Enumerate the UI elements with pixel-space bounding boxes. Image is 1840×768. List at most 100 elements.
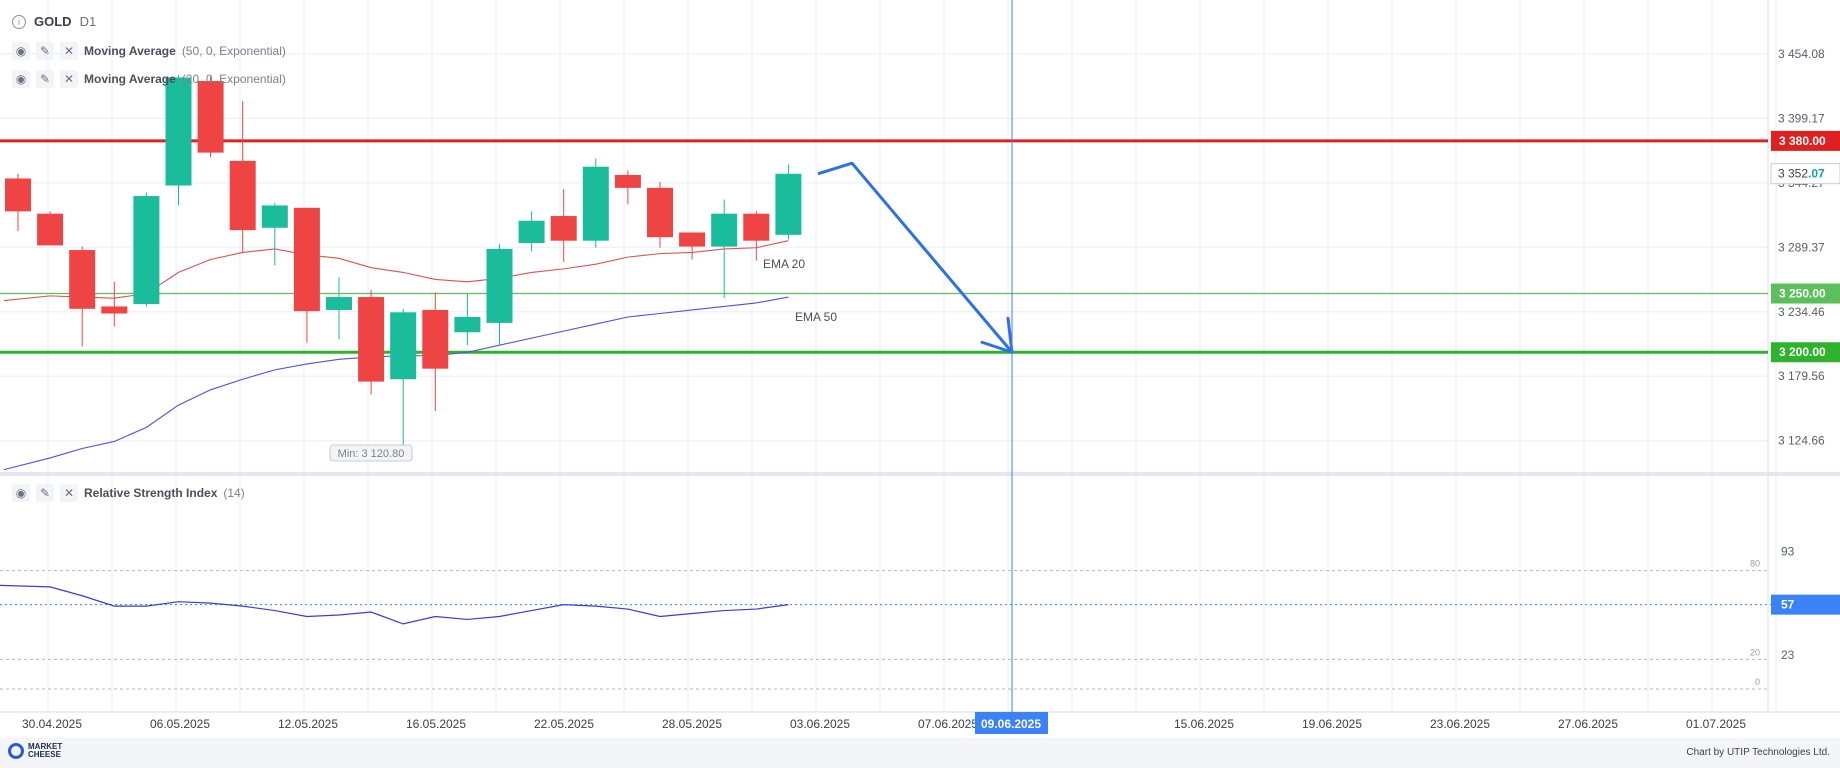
candle-body xyxy=(358,297,385,382)
footer-bar xyxy=(0,738,1840,768)
candle-body xyxy=(647,187,673,238)
candle-body xyxy=(582,166,609,241)
eye-icon[interactable]: ◉ xyxy=(12,42,30,60)
rsi-current-badge xyxy=(1771,594,1840,615)
legend-ma20: ◉ ✎ ✕ Moving Average (20, 0, Exponential… xyxy=(12,68,286,90)
wrench-icon[interactable]: ✎ xyxy=(36,484,54,502)
indicator-params: (14) xyxy=(223,486,245,500)
candle-body xyxy=(454,317,481,333)
level-badge xyxy=(1771,130,1840,151)
rsi-guide-label: 0 xyxy=(1755,677,1760,687)
min-label-box xyxy=(329,444,413,462)
price-tick: 3 454.08 xyxy=(1778,47,1825,61)
current-price-badge xyxy=(1770,163,1840,185)
candle-body xyxy=(133,196,160,305)
indicator-params: (50, 0, Exponential) xyxy=(181,44,286,58)
date-tick: 06.05.2025 xyxy=(150,717,210,731)
candle-body xyxy=(422,309,449,369)
time-axis[interactable]: 30.04.2025 06.05.2025 12.05.2025 16.05.2025… xyxy=(22,712,1746,734)
date-tick: 16.05.2025 xyxy=(406,717,466,731)
candle-body xyxy=(326,297,352,310)
indicator-name: Moving Average xyxy=(84,72,176,86)
annotations: EMA 20 EMA 50 Min: 3 120.80 xyxy=(329,0,1014,712)
candle-body xyxy=(614,174,641,188)
price-tick: 3 234.46 xyxy=(1778,305,1825,319)
chart-grid xyxy=(0,0,1840,713)
candle-body xyxy=(37,213,64,246)
forecast-arrow xyxy=(817,161,1014,354)
price-axis[interactable]: 3 454.083 399.173 344.273 289.373 234.46… xyxy=(1770,47,1840,662)
candle-body xyxy=(775,173,802,235)
chart-credit: Chart by UTIP Technologies Ltd. xyxy=(1686,747,1830,758)
candle-body xyxy=(550,216,577,241)
date-tick: 22.05.2025 xyxy=(534,717,594,731)
candle-body xyxy=(197,81,224,153)
candle-body xyxy=(711,213,738,247)
ema20-label: EMA 20 xyxy=(763,257,805,271)
logo-icon xyxy=(8,743,24,759)
level-badge xyxy=(1771,283,1840,304)
level-badge-label: 3 200.00 xyxy=(1779,345,1826,359)
eye-icon[interactable]: ◉ xyxy=(12,70,30,88)
date-tick: 03.06.2025 xyxy=(790,717,850,731)
indicator-name: Relative Strength Index xyxy=(84,486,218,500)
brand-logo: MARKET CHEESE xyxy=(8,743,62,759)
candle-body xyxy=(486,248,513,323)
close-icon[interactable]: ✕ xyxy=(60,484,78,502)
rsi-guide-label: 80 xyxy=(1750,559,1760,569)
indicator-name: Moving Average xyxy=(84,44,176,58)
rsi-guide-label: 20 xyxy=(1750,647,1760,657)
candle-body xyxy=(679,232,706,247)
candle-body xyxy=(165,77,192,186)
legend-ma50: ◉ ✎ ✕ Moving Average (50, 0, Exponential… xyxy=(12,40,286,62)
price-tick: 3 399.17 xyxy=(1778,111,1825,125)
close-icon[interactable]: ✕ xyxy=(60,70,78,88)
date-tick: 01.07.2025 xyxy=(1686,717,1746,731)
candle-body xyxy=(390,312,417,380)
wrench-icon[interactable]: ✎ xyxy=(36,70,54,88)
date-tick: 23.06.2025 xyxy=(1430,717,1490,731)
crosshair-date-badge xyxy=(975,712,1048,734)
candle-body xyxy=(229,160,256,231)
date-tick: 30.04.2025 xyxy=(22,717,82,731)
ema20-line xyxy=(3,240,789,302)
rsi-tick: 23 xyxy=(1781,648,1795,662)
date-tick: 15.06.2025 xyxy=(1174,717,1234,731)
current-price-label: 3 352.07 xyxy=(1778,167,1825,181)
candle-body xyxy=(101,306,128,314)
close-icon[interactable]: ✕ xyxy=(60,42,78,60)
candle-body xyxy=(743,213,770,241)
price-tick: 3 124.66 xyxy=(1778,434,1825,448)
rsi-pane: 80 20 0 xyxy=(0,559,1840,690)
logo-text: MARKET CHEESE xyxy=(28,742,63,759)
date-tick: 07.06.2025 xyxy=(918,717,978,731)
horizontal-levels[interactable] xyxy=(0,139,1768,354)
candle-body xyxy=(5,178,31,212)
legend-rsi: ◉ ✎ ✕ Relative Strength Index (14) xyxy=(12,482,245,504)
indicator-params: (20, 0, Exponential) xyxy=(181,72,286,86)
info-icon[interactable]: i xyxy=(12,14,26,29)
min-label: Min: 3 120.80 xyxy=(338,448,405,460)
chart-title: i GOLD D1 xyxy=(12,14,96,29)
candle-body xyxy=(261,205,288,228)
level-badge-label: 3 250.00 xyxy=(1779,287,1826,301)
rsi-current-label: 57 xyxy=(1781,598,1795,612)
wrench-icon[interactable]: ✎ xyxy=(36,42,54,60)
symbol-label: GOLD xyxy=(34,14,72,29)
eye-icon[interactable]: ◉ xyxy=(12,484,30,502)
rsi-line xyxy=(0,584,789,625)
ema20-path xyxy=(3,240,789,302)
candle-body xyxy=(293,207,320,312)
date-tick: 27.06.2025 xyxy=(1558,717,1618,731)
candle-body xyxy=(69,250,96,309)
candle-body xyxy=(518,220,545,244)
candles[interactable] xyxy=(5,75,802,446)
date-tick: 19.06.2025 xyxy=(1302,717,1362,731)
date-tick: 12.05.2025 xyxy=(278,717,338,731)
crosshair-date-label: 09.06.2025 xyxy=(981,717,1041,731)
price-tick: 3 179.56 xyxy=(1778,369,1825,383)
rsi-tick: 93 xyxy=(1781,544,1795,558)
date-tick: 28.05.2025 xyxy=(662,717,722,731)
timeframe-label[interactable]: D1 xyxy=(79,14,97,29)
